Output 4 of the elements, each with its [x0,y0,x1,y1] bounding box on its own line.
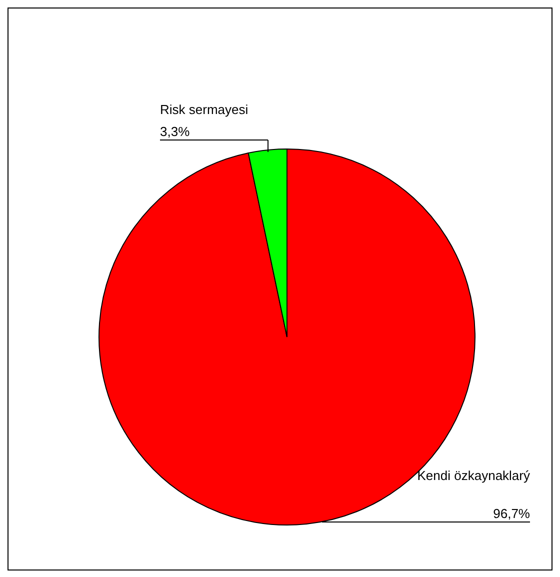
data-label: 96,7% [493,506,530,521]
slice-label: Risk sermayesi [160,102,248,117]
data-label: 3,3% [160,124,190,139]
slice-label: Kendi özkaynaklarý [417,468,530,483]
